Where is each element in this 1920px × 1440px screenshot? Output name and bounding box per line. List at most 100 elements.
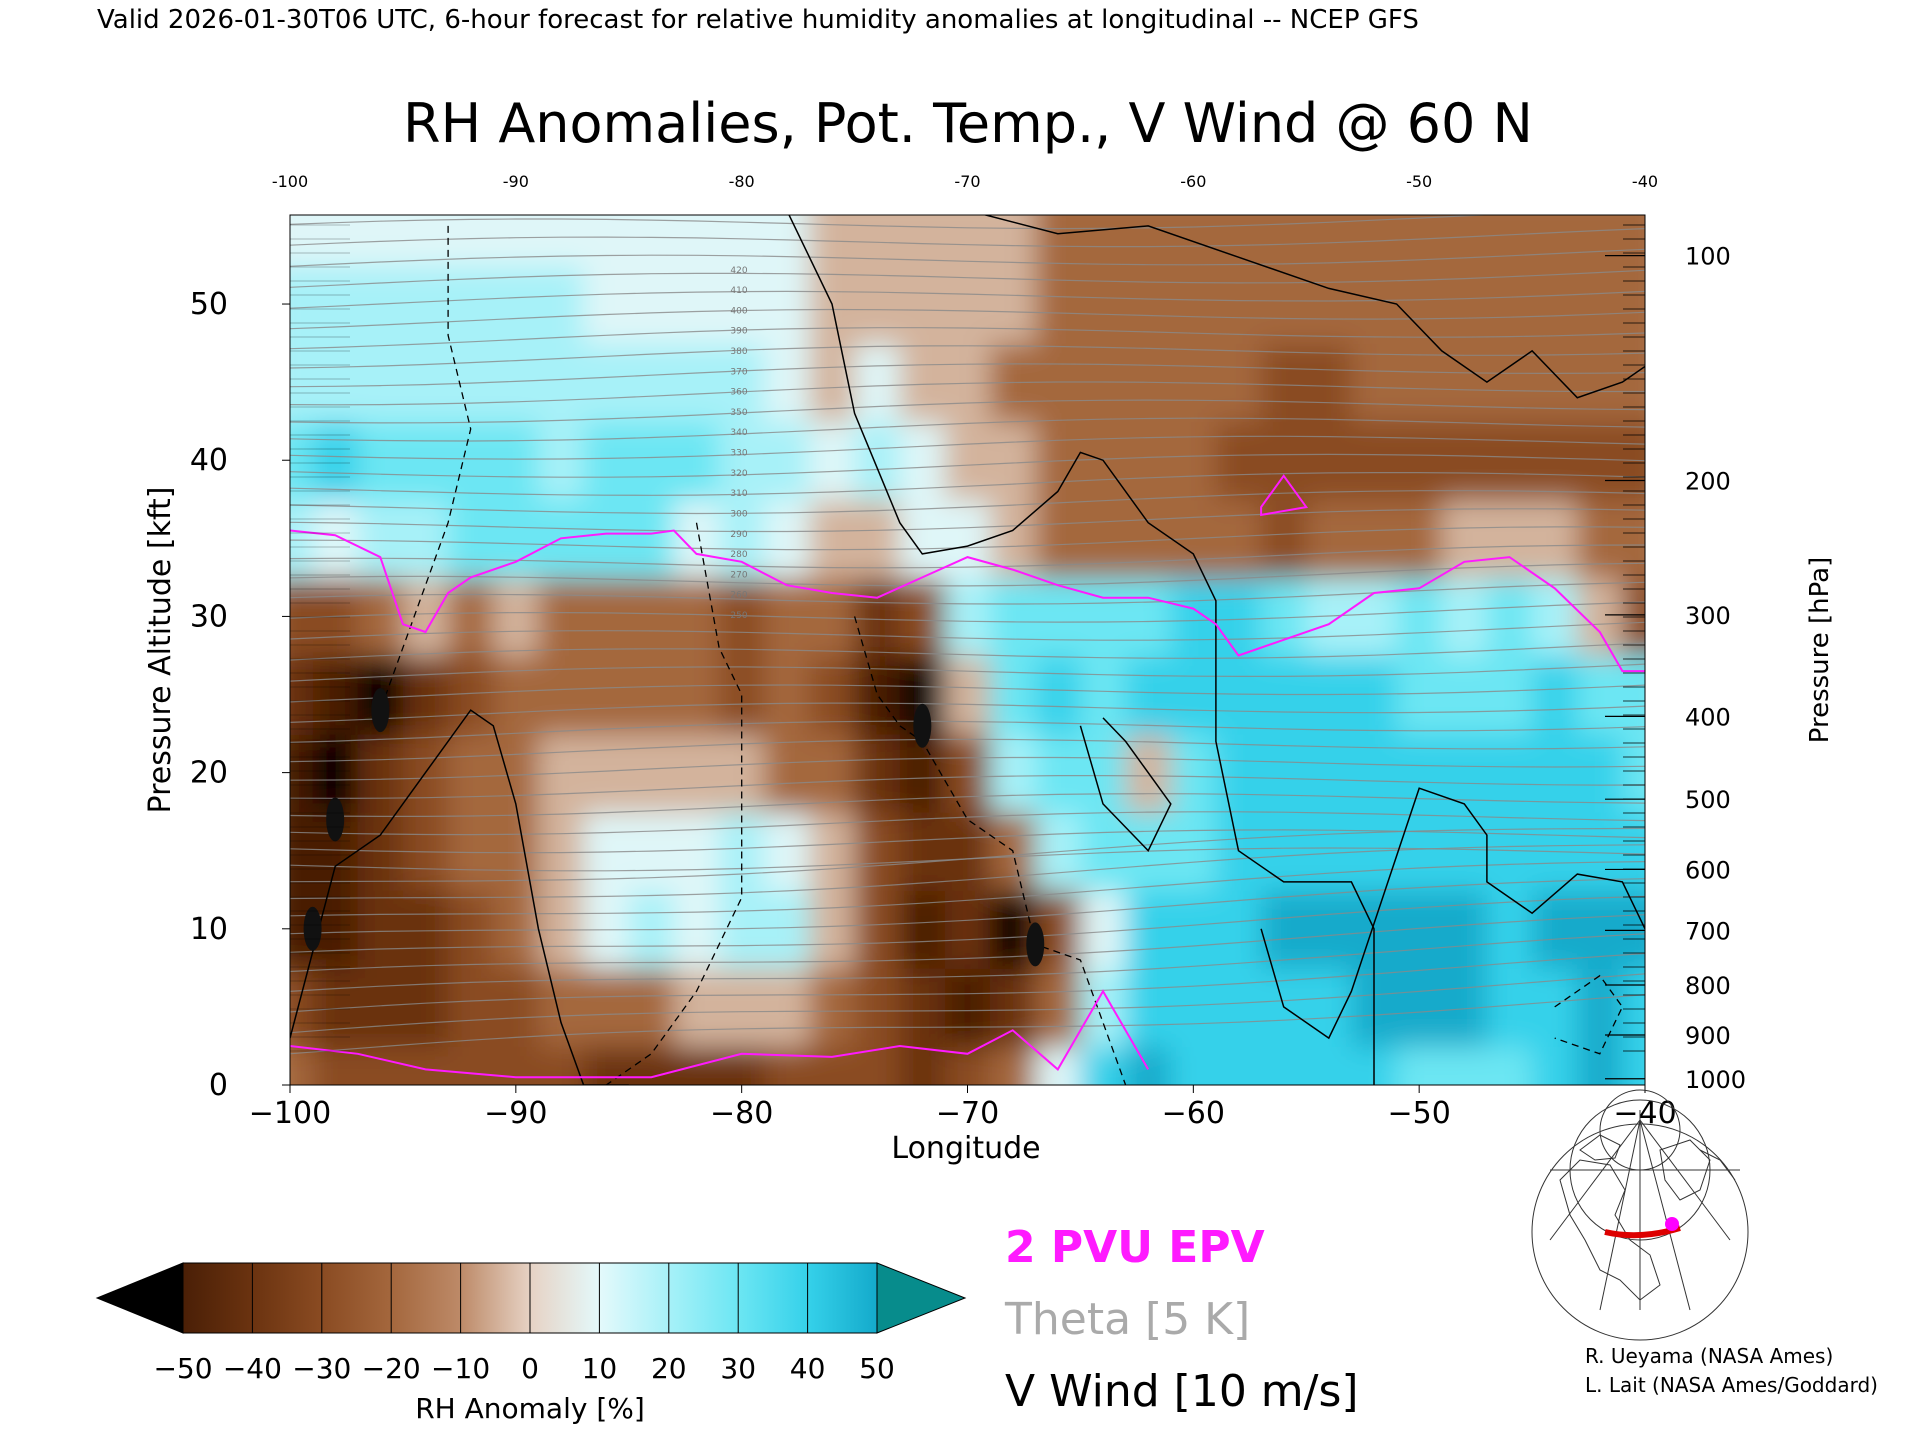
credit-2: L. Lait (NASA Ames/Goddard) xyxy=(1585,1373,1878,1397)
colorbar-tick-label: 30 xyxy=(720,1352,756,1385)
rh-cell xyxy=(357,967,404,1047)
rh-cell xyxy=(1306,215,1353,266)
rh-cell xyxy=(1396,421,1443,501)
rh-cell xyxy=(1261,215,1308,266)
rh-cell xyxy=(673,421,721,501)
v-wind-zero-line xyxy=(290,709,629,1085)
rh-minimum-blob xyxy=(326,797,345,842)
theta-contour-label: 420 xyxy=(730,266,747,276)
rh-cell xyxy=(1577,215,1624,266)
x-tick-label: −80 xyxy=(710,1096,773,1131)
rh-cell xyxy=(1441,811,1488,891)
rh-cell xyxy=(538,655,585,735)
rh-cell xyxy=(719,577,766,657)
rh-cell xyxy=(312,499,359,579)
rh-cell xyxy=(538,264,585,345)
rh-cell xyxy=(854,889,901,969)
rh-cell xyxy=(448,264,495,345)
rh-cell xyxy=(764,421,811,501)
colorbar-tick-label: −10 xyxy=(431,1352,490,1385)
y-tick-label: 10 xyxy=(190,912,228,947)
rh-cell xyxy=(1170,655,1217,735)
rh-cell xyxy=(1215,421,1263,501)
rh-cell xyxy=(944,733,992,813)
colorbar-tick-label: 0 xyxy=(521,1352,539,1385)
rh-cell xyxy=(1486,1045,1534,1085)
rh-cell xyxy=(402,889,450,969)
epv-low-line xyxy=(290,989,1150,1079)
theta-contour-line xyxy=(290,973,1645,1034)
rh-cell xyxy=(1306,1045,1353,1085)
rh-cell xyxy=(448,811,495,891)
colorbar-tick-label: −40 xyxy=(223,1352,282,1385)
colorbar-under-triangle xyxy=(95,1262,184,1334)
legend-vwind: V Wind [10 m/s] xyxy=(1005,1366,1359,1417)
rh-cell xyxy=(312,343,359,423)
rh-cell xyxy=(1035,733,1082,813)
pressure-tick-label: 500 xyxy=(1685,786,1731,814)
x-tick-label: −60 xyxy=(1162,1096,1225,1131)
rh-cell xyxy=(1035,499,1082,579)
rh-cell xyxy=(1396,343,1443,423)
rh-cell xyxy=(719,1045,766,1085)
rh-cell xyxy=(1035,655,1082,735)
rh-cell xyxy=(1622,733,1645,813)
rh-cell xyxy=(899,1045,946,1085)
rh-cell xyxy=(1532,215,1579,266)
rh-cell xyxy=(1125,421,1172,501)
legend-theta: Theta [5 K] xyxy=(1004,1294,1250,1345)
rh-cell xyxy=(538,811,585,891)
theta-contour-line xyxy=(290,269,1645,288)
theta-contour-label: 370 xyxy=(730,367,747,377)
rh-cell xyxy=(1396,215,1443,266)
y-axis-right-label: Pressure [hPa] xyxy=(1805,557,1835,744)
theta-contour-line xyxy=(290,720,1645,743)
theta-contour-line xyxy=(290,642,1645,661)
v-wind-contour-line xyxy=(1079,717,1172,852)
rh-cell xyxy=(1170,577,1217,657)
theta-contour-line xyxy=(290,526,1645,551)
rh-cell xyxy=(538,577,585,657)
rh-cell xyxy=(673,811,721,891)
rh-cell xyxy=(448,1045,495,1085)
theta-contour-line xyxy=(290,952,1645,1013)
theta-contour-label: 300 xyxy=(730,509,747,519)
rh-cell xyxy=(448,499,495,579)
rh-cell xyxy=(1261,733,1308,813)
rh-cell xyxy=(1622,889,1645,969)
rh-cell xyxy=(1170,215,1217,266)
rh-cell xyxy=(1351,499,1398,579)
theta-contour-label: 340 xyxy=(730,428,747,438)
theta-contour-label: 250 xyxy=(730,611,747,621)
rh-cell xyxy=(854,655,901,735)
rh-cell xyxy=(1080,264,1127,345)
rh-cell xyxy=(628,733,675,813)
colorbar-frame xyxy=(182,1262,878,1334)
x-top-tick-label: -50 xyxy=(1406,172,1432,191)
pressure-tick-label: 700 xyxy=(1685,917,1731,945)
rh-cell xyxy=(312,655,359,735)
rh-cell xyxy=(1351,733,1398,813)
rh-cell xyxy=(809,889,856,969)
rh-cell xyxy=(1577,655,1624,735)
theta-contour-line xyxy=(290,933,1645,992)
rh-cell xyxy=(357,577,404,657)
rh-cell xyxy=(764,889,811,969)
colorbar-segment xyxy=(807,1263,877,1333)
rh-cell xyxy=(1577,421,1624,501)
rh-cell xyxy=(1080,215,1127,266)
rh-cell xyxy=(673,655,721,735)
rh-cell xyxy=(1351,577,1398,657)
rh-cell xyxy=(899,577,946,657)
rh-cell xyxy=(1396,811,1443,891)
theta-contour-line xyxy=(290,994,1645,1055)
rh-cell xyxy=(583,499,630,579)
rh-cell xyxy=(493,811,540,891)
rh-cell xyxy=(1532,733,1579,813)
colorbar-tick-label: 20 xyxy=(651,1352,687,1385)
theta-contour-label: 280 xyxy=(730,550,747,560)
theta-contour-label: 290 xyxy=(730,530,747,540)
theta-contour-line xyxy=(290,756,1645,781)
theta-contour-line xyxy=(290,544,1645,569)
x-tick-label: −70 xyxy=(936,1096,999,1131)
